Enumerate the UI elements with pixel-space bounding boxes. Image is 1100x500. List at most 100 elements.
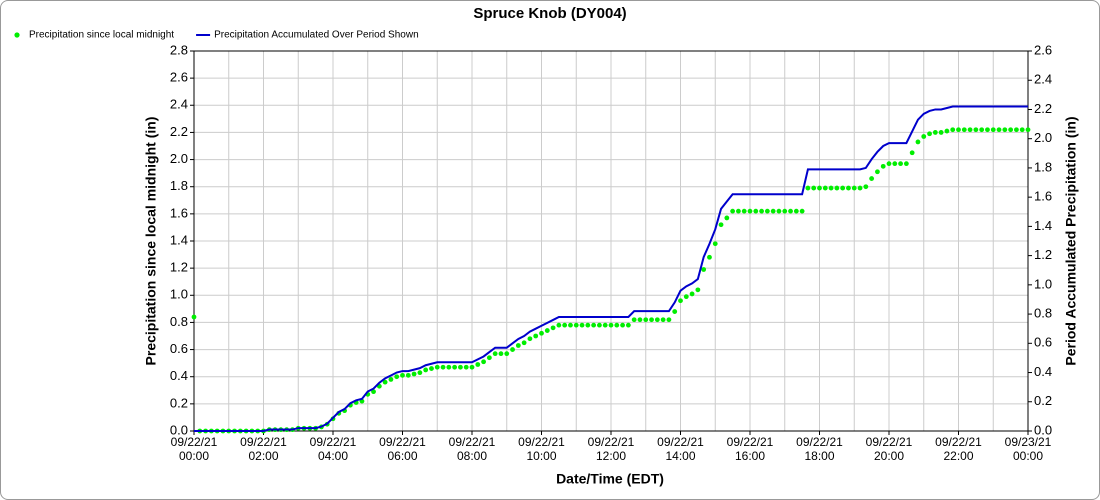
data-point (1002, 127, 1008, 133)
y-tick-label: 2.0 (170, 151, 188, 166)
y-tick-label: 1.2 (170, 260, 188, 275)
data-point (637, 317, 643, 323)
y2-tick-label: 1.2 (1034, 247, 1052, 262)
data-point (614, 322, 620, 328)
data-point (718, 222, 724, 228)
data-point (672, 309, 678, 314)
data-point (1008, 127, 1014, 133)
data-point (411, 371, 417, 377)
data-point (463, 364, 469, 370)
plot-frame (193, 50, 1029, 432)
data-point (822, 185, 828, 191)
data-point (434, 364, 440, 370)
data-point (944, 128, 950, 134)
x-tick-label: 09/22/21 00:00 (170, 435, 218, 463)
y-tick-label: 0.8 (170, 314, 188, 329)
data-point (539, 330, 544, 336)
data-point (1019, 127, 1025, 133)
data-point (915, 139, 921, 145)
data-point (985, 127, 990, 133)
data-point (515, 343, 521, 348)
y2-tick-label: 1.6 (1034, 189, 1052, 204)
x-tick-label: 09/22/21 10:00 (518, 435, 565, 463)
y2-tick-label: 2.0 (1034, 130, 1052, 145)
data-point (892, 161, 898, 167)
data-point (863, 184, 869, 190)
data-point (921, 134, 927, 139)
data-point (191, 314, 197, 320)
data-point (707, 254, 712, 260)
data-point (956, 127, 961, 133)
y2-tick-label: 1.0 (1034, 276, 1052, 291)
x-tick-label: 09/22/21 14:00 (657, 435, 704, 463)
y2-tick-label: 0.2 (1034, 393, 1052, 408)
data-point (817, 185, 822, 191)
data-point (967, 127, 973, 133)
data-point (683, 294, 689, 300)
data-point (643, 317, 649, 323)
data-point (973, 127, 979, 133)
data-point (764, 208, 770, 214)
y-tick-label: 0.6 (170, 341, 188, 356)
data-point (400, 372, 405, 378)
x-tick-label: 09/22/21 04:00 (309, 435, 357, 463)
x-tick-label: 09/22/21 08:00 (448, 435, 496, 463)
data-point (382, 379, 388, 385)
data-point (452, 364, 458, 370)
y2-tick-label: 2.6 (1034, 42, 1052, 57)
data-point (388, 377, 394, 382)
data-point (759, 208, 764, 214)
data-point (996, 127, 1002, 133)
data-point (938, 130, 944, 135)
data-point (1014, 127, 1019, 133)
data-point (417, 370, 423, 376)
data-point (544, 328, 550, 333)
data-point (429, 366, 434, 371)
data-point (458, 364, 463, 370)
data-point (782, 208, 788, 214)
data-point (475, 362, 481, 367)
data-point (834, 185, 840, 191)
data-point (927, 131, 932, 137)
data-point (654, 317, 660, 323)
data-point (550, 325, 556, 331)
legend-label: Precipitation Accumulated Over Period Sh… (214, 30, 419, 41)
y-tick-label: 0.4 (170, 368, 188, 383)
data-point (932, 130, 938, 135)
y-tick-label: 2.2 (170, 124, 188, 139)
data-point (857, 185, 863, 191)
data-point (753, 208, 759, 214)
y-axis-title: Precipitation since local midnight (in) (143, 117, 159, 366)
data-point (620, 322, 625, 328)
data-point (695, 287, 701, 293)
y-tick-label: 2.4 (170, 97, 188, 112)
y-tick-label: 0.2 (170, 395, 188, 410)
data-point (869, 176, 875, 181)
data-point (788, 208, 793, 214)
y2-tick-label: 0.4 (1034, 364, 1052, 379)
data-point (562, 322, 568, 328)
data-point (568, 322, 573, 328)
data-point (625, 322, 631, 328)
legend-swatch (14, 32, 20, 38)
y2-tick-label: 0.0 (1034, 422, 1052, 437)
data-point (979, 127, 985, 133)
x-tick-label: 09/22/21 20:00 (865, 435, 913, 463)
y2-tick-label: 1.8 (1034, 159, 1052, 174)
data-point (689, 291, 695, 297)
data-point (631, 317, 637, 323)
data-point (504, 351, 510, 357)
data-point (556, 322, 562, 328)
data-point (898, 161, 903, 167)
x-axis-title: Date/Time (EDT) (556, 471, 664, 487)
data-point (394, 374, 400, 380)
data-point (585, 322, 591, 328)
data-point (423, 367, 429, 373)
data-point (846, 185, 851, 191)
data-point (666, 317, 672, 323)
data-point (799, 208, 805, 214)
x-tick-label: 09/23/21 00:00 (1004, 435, 1052, 463)
data-point (405, 372, 411, 378)
